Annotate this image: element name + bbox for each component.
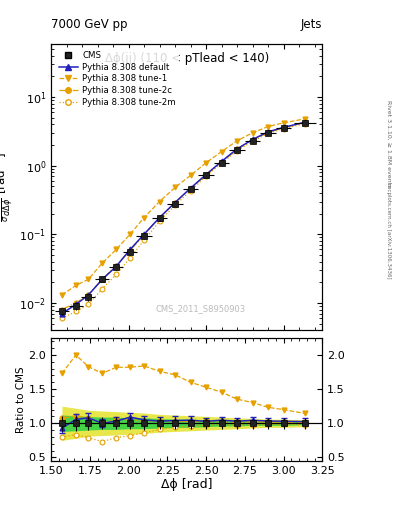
Text: CMS_2011_S8950903: CMS_2011_S8950903 [155,304,245,313]
X-axis label: Δϕ [rad]: Δϕ [rad] [161,478,213,492]
Text: Rivet 3.1.10, ≥ 1.8M events: Rivet 3.1.10, ≥ 1.8M events [386,100,391,187]
Text: Jets: Jets [301,18,322,31]
Text: 7000 GeV pp: 7000 GeV pp [51,18,128,31]
Y-axis label: $\frac{1}{\sigma}\frac{d\sigma}{d\Delta\phi}$ [rad$^{-1}$]: $\frac{1}{\sigma}\frac{d\sigma}{d\Delta\… [0,152,15,222]
Text: Δϕ(jj) (110 < pTlead < 140): Δϕ(jj) (110 < pTlead < 140) [105,52,269,65]
Y-axis label: Ratio to CMS: Ratio to CMS [16,366,26,433]
Text: mcplots.cern.ch [arXiv:1306.3436]: mcplots.cern.ch [arXiv:1306.3436] [386,183,391,278]
Legend: CMS, Pythia 8.308 default, Pythia 8.308 tune-1, Pythia 8.308 tune-2c, Pythia 8.3: CMS, Pythia 8.308 default, Pythia 8.308 … [55,48,179,110]
